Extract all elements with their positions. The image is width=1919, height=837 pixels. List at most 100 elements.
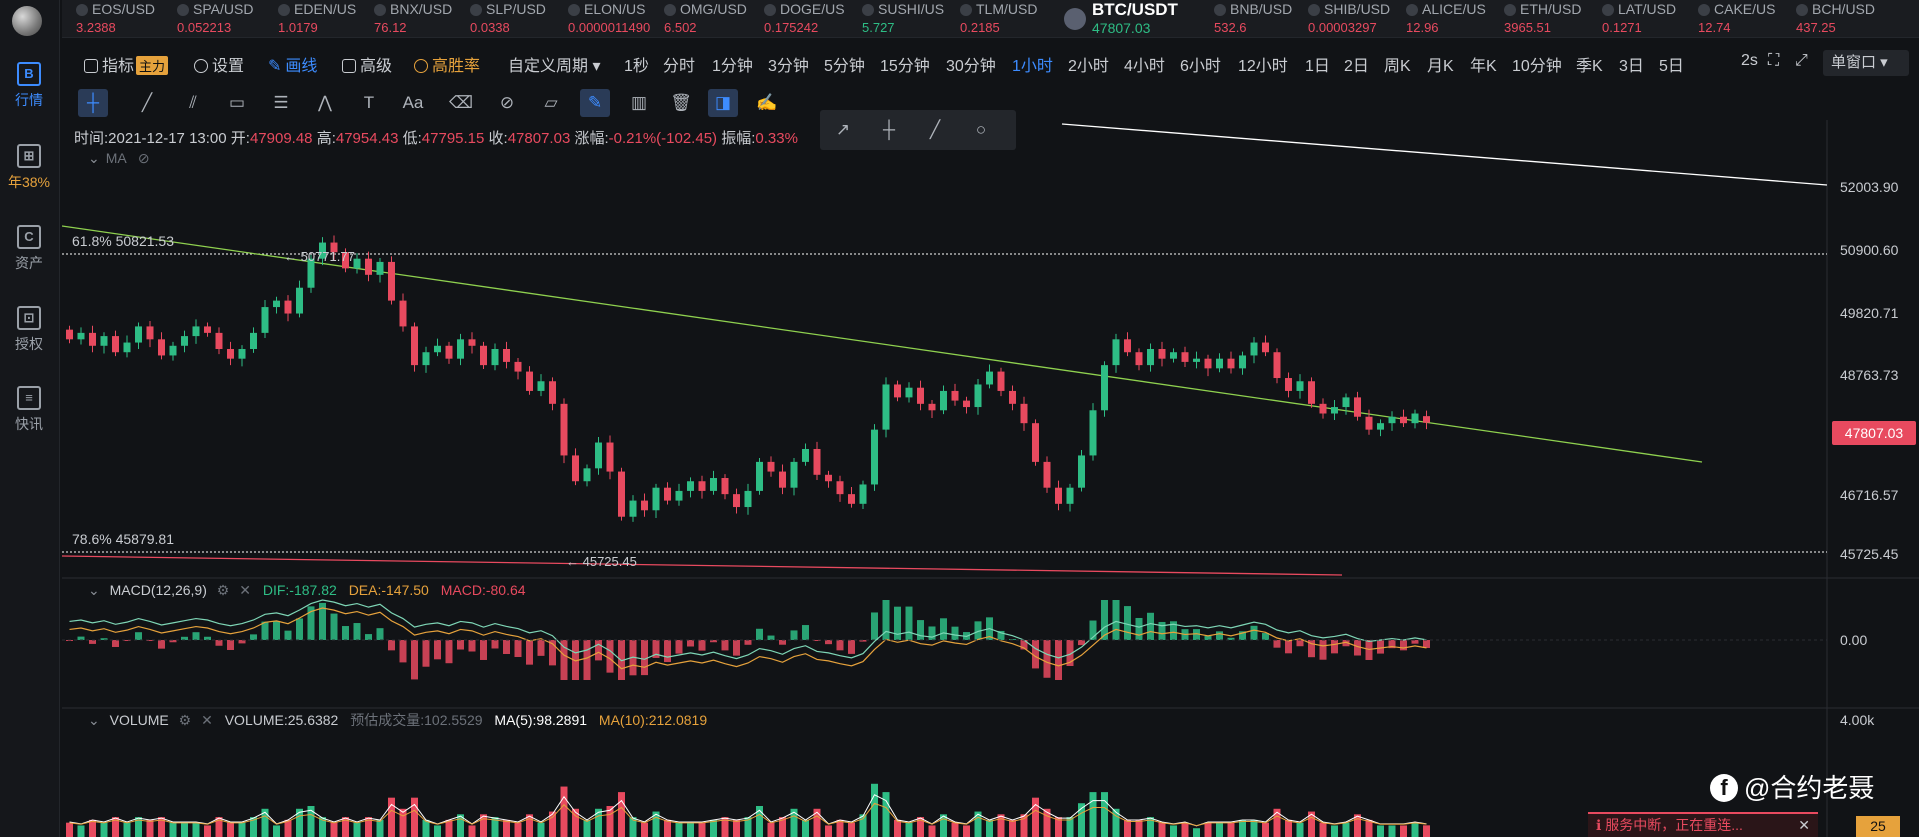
ticker-item[interactable]: SHIB/USD 0.00003297	[1306, 0, 1401, 37]
period-5d[interactable]: 5日	[1659, 58, 1684, 75]
period-5m[interactable]: 5分钟	[824, 58, 865, 75]
volume-bar	[77, 825, 85, 837]
period-12h[interactable]: 12小时	[1238, 58, 1288, 75]
custom-period-dropdown[interactable]: 自定义周期 ▾	[508, 58, 601, 75]
period-15m[interactable]: 15分钟	[880, 58, 930, 75]
ticker-item[interactable]: CAKE/US 12.74	[1696, 0, 1791, 37]
volume-bar	[273, 825, 280, 837]
ray-line-icon[interactable]: ↗	[835, 120, 851, 139]
ticker-item[interactable]: LAT/USD 0.1271	[1600, 0, 1695, 37]
ticker-item[interactable]: EOS/USD 3.2388	[74, 0, 169, 37]
text-tool-icon[interactable]: T	[363, 93, 375, 112]
horizontal-line-icon[interactable]: ┼	[882, 120, 896, 139]
close-icon[interactable]: ✕	[201, 712, 213, 728]
period-2d[interactable]: 2日	[1344, 58, 1369, 75]
segment-line-icon[interactable]: ╱	[929, 120, 941, 139]
candle	[204, 326, 211, 333]
macd-bar	[1400, 640, 1407, 651]
period-1h[interactable]: 1小时	[1012, 58, 1053, 75]
period-1d[interactable]: 1日	[1305, 58, 1330, 75]
macd-bar	[1020, 640, 1028, 650]
sidebar-item-assets[interactable]: C 资产	[0, 225, 58, 273]
window-mode-select[interactable]: 单窗口 ▾	[1823, 50, 1909, 76]
period-1s[interactable]: 1秒	[624, 58, 649, 75]
fullscreen-icon[interactable]: ⛶	[1768, 52, 1780, 69]
app-logo[interactable]	[12, 6, 42, 36]
ticker-item[interactable]: ETH/USD 3965.51	[1502, 0, 1597, 37]
period-3d[interactable]: 3日	[1619, 58, 1644, 75]
volume-bars	[66, 783, 1430, 837]
crosshair-icon[interactable]: ┼	[78, 89, 108, 117]
volume-bar	[330, 822, 338, 837]
period-year[interactable]: 年K	[1470, 58, 1497, 75]
period-2h[interactable]: 2小时	[1068, 58, 1109, 75]
draw-mode-icon[interactable]: ✎	[580, 89, 610, 117]
period-month[interactable]: 月K	[1427, 58, 1454, 75]
fib-icon[interactable]: ☰	[273, 93, 289, 112]
ticker-item[interactable]: ALICE/US 12.96	[1404, 0, 1499, 37]
ticker-item[interactable]: BNX/USD 76.12	[372, 0, 467, 37]
sidebar-item-news[interactable]: ≡ 快讯	[0, 386, 58, 434]
circle-icon[interactable]: ○	[975, 120, 987, 139]
ticker-item-active[interactable]: BTC/USDT 47807.03	[1062, 0, 1202, 37]
ruler-icon[interactable]: ▱	[544, 93, 558, 112]
period-quarter[interactable]: 季K	[1576, 58, 1603, 75]
indicator-button[interactable]: 指标 主力	[84, 52, 169, 76]
period-4h[interactable]: 4小时	[1124, 58, 1165, 75]
bookmark-icon[interactable]: ◨	[708, 89, 738, 117]
notes-icon[interactable]: ✍	[756, 93, 778, 112]
period-1m[interactable]: 1分钟	[712, 58, 753, 75]
eraser-icon[interactable]: ⌫	[448, 93, 474, 112]
chevron-down-icon[interactable]: ⌄	[88, 582, 100, 598]
sidebar-item-auth[interactable]: ⊡ 授权	[0, 306, 58, 354]
rectangle-icon[interactable]: ▭	[228, 93, 246, 112]
settings-button[interactable]: 设置	[194, 52, 244, 76]
win-rate-button[interactable]: 高胜率	[414, 52, 480, 76]
candle	[1319, 403, 1327, 414]
line-tool-icon[interactable]: ╱	[141, 93, 153, 112]
magnet-icon[interactable]: ⊘	[499, 93, 515, 112]
draw-line-button[interactable]: ✎ 画线	[268, 52, 317, 76]
candles-icon[interactable]: ▥	[630, 93, 648, 112]
notification-count[interactable]: 25	[1856, 816, 1900, 837]
ticker-item[interactable]: SLP/USD 0.0338	[468, 0, 563, 37]
expand-icon[interactable]: ⤢	[1795, 52, 1808, 69]
ticker-item[interactable]: EDEN/US 1.0179	[276, 0, 371, 37]
close-icon[interactable]: ✕	[1798, 817, 1810, 833]
candle	[434, 345, 441, 353]
ticker-item[interactable]: ELON/US 0.0000011490	[566, 0, 661, 37]
sidebar-item-market[interactable]: B 行情	[0, 62, 58, 110]
period-6h[interactable]: 6小时	[1180, 58, 1221, 75]
period-30m[interactable]: 30分钟	[946, 58, 996, 75]
connection-alert[interactable]: ℹ 服务中断，正在重连... ✕	[1588, 812, 1818, 837]
close-icon[interactable]: ✕	[239, 582, 251, 598]
chevron-down-icon[interactable]: ⌄	[88, 712, 100, 728]
settings-icon[interactable]: ⚙	[216, 582, 230, 598]
ticker-item[interactable]: BNB/USD 532.6	[1212, 0, 1307, 37]
period-timeline[interactable]: 分时	[663, 58, 696, 75]
chart-canvas[interactable]: 61.8% 50821.53 78.6% 45879.81 ← 50771.77…	[62, 120, 1919, 837]
ticker-item[interactable]: BCH/USD 437.25	[1794, 0, 1889, 37]
ticker-item[interactable]: SPA/USD 0.052213	[175, 0, 270, 37]
trash-icon[interactable]: 🗑	[670, 93, 692, 112]
parallel-line-icon[interactable]: ⫽	[189, 93, 197, 112]
period-10m[interactable]: 10分钟	[1512, 58, 1562, 75]
advanced-button[interactable]: 高级	[342, 52, 392, 76]
refresh-interval[interactable]: 2s	[1741, 52, 1758, 69]
ticker-item[interactable]: DOGE/US 0.175242	[762, 0, 857, 37]
coin-icon	[1406, 4, 1418, 16]
ticker-item[interactable]: TLM/USD 0.2185	[958, 0, 1053, 37]
eye-off-icon[interactable]: ⊘	[137, 150, 150, 166]
ticker-item[interactable]: OMG/USD 6.502	[662, 0, 757, 37]
ticker-item[interactable]: SUSHI/US 5.727	[860, 0, 955, 37]
candle	[238, 349, 246, 359]
candle	[1055, 487, 1062, 504]
sidebar-item-earn[interactable]: ⊞ 年38%	[0, 144, 58, 192]
period-week[interactable]: 周K	[1384, 58, 1411, 75]
period-3m[interactable]: 3分钟	[768, 58, 809, 75]
volume-bar	[1009, 819, 1016, 837]
settings-icon[interactable]: ⚙	[178, 712, 192, 728]
chevron-down-icon[interactable]: ⌄	[88, 150, 100, 166]
font-icon[interactable]: Aa	[402, 93, 424, 112]
pattern-icon[interactable]: ⋀	[318, 93, 332, 112]
